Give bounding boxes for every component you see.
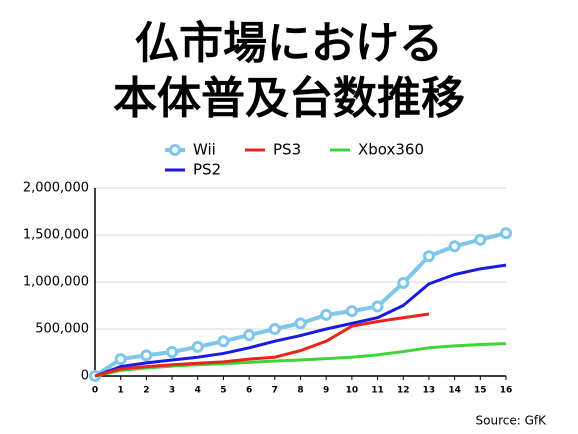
point: [140, 349, 153, 362]
point: [268, 323, 281, 335]
legend-label: PS3: [273, 141, 301, 159]
x-tick-label: 5: [220, 386, 226, 396]
point: [191, 340, 204, 353]
x-tick-label: 13: [423, 386, 436, 396]
x-tick-label: 2: [143, 386, 149, 396]
legend-label: Xbox360: [358, 141, 424, 159]
point: [217, 335, 230, 348]
x-tick-label: 14: [448, 386, 461, 396]
legend-label: Wii: [193, 141, 216, 159]
x-tick-label: 11: [371, 386, 384, 396]
series-line: [94, 312, 430, 378]
x-tick-label: 0: [92, 386, 98, 396]
source: Source: GfK: [476, 414, 548, 428]
point: [345, 305, 358, 318]
chart-title: 本体普及台数推移: [113, 73, 465, 124]
x-tick-label: 6: [246, 386, 252, 396]
point: [474, 233, 487, 246]
point: [114, 353, 127, 366]
x-tick-label: 10: [346, 386, 359, 396]
x-tick-label: 15: [474, 386, 487, 396]
x-tick-label: 3: [169, 386, 175, 396]
x-tick-label: 7: [272, 386, 278, 396]
legend-marker: [169, 144, 181, 156]
x-tick-label: 8: [297, 386, 303, 396]
y-tick-label: 0: [81, 369, 89, 384]
point: [243, 329, 256, 342]
point: [397, 276, 410, 289]
x-tick-label: 9: [323, 386, 329, 396]
y-tick-label: 2,000,000: [23, 181, 89, 196]
series-line: [93, 231, 507, 378]
series-line: [94, 263, 507, 378]
chart-title: 仏市場における: [135, 18, 443, 69]
y-tick-label: 1,000,000: [23, 275, 89, 290]
point: [500, 227, 512, 240]
point: [294, 317, 307, 330]
y-tick-label: 1,500,000: [23, 228, 89, 243]
point: [371, 300, 384, 313]
y-tick-label: 500,000: [35, 322, 89, 337]
x-tick-label: 12: [397, 386, 410, 396]
point: [166, 346, 179, 359]
x-tick-label: 4: [195, 386, 201, 396]
x-tick-label: 1: [118, 386, 124, 396]
legend-label: PS2: [193, 161, 221, 179]
x-tick-label: 16: [500, 386, 513, 396]
point: [448, 240, 461, 253]
point: [320, 308, 333, 321]
point: [422, 250, 435, 263]
series-line: [94, 342, 507, 378]
